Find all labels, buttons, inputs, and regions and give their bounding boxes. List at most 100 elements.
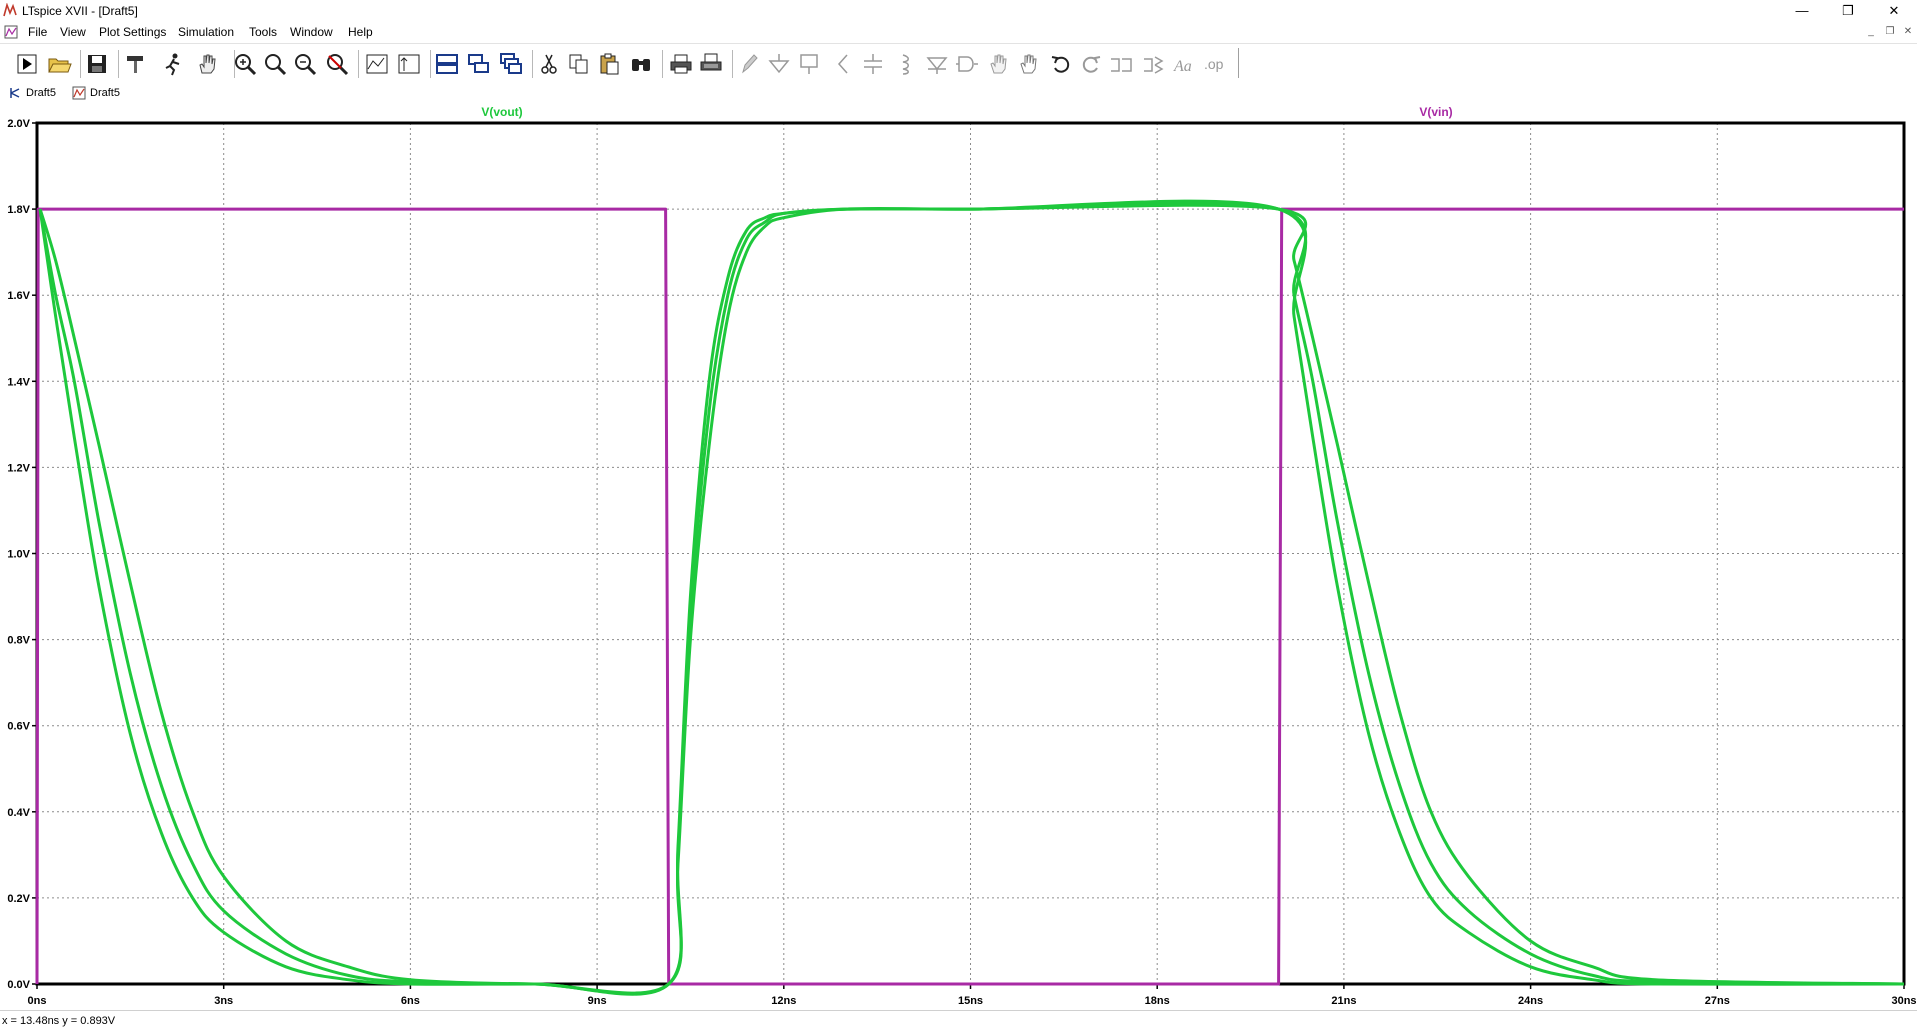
menu-help[interactable]: Help xyxy=(348,25,373,39)
tile-horizontal-button[interactable] xyxy=(434,51,460,77)
menu-window[interactable]: Window xyxy=(290,25,333,39)
menu-simulation[interactable]: Simulation xyxy=(178,25,235,39)
draw-wire-button[interactable] xyxy=(736,51,762,77)
autorange-icon xyxy=(366,54,388,74)
mirror-button[interactable] xyxy=(1140,51,1166,77)
run-button[interactable] xyxy=(14,51,40,77)
x-tick-label: 6ns xyxy=(401,995,420,1007)
scissors-icon xyxy=(541,54,557,74)
zoom-in-icon xyxy=(235,54,257,76)
copy-button[interactable] xyxy=(566,51,592,77)
minimize-button[interactable]: — xyxy=(1795,3,1809,18)
zoom-cancel-button[interactable] xyxy=(324,51,350,77)
autorange-button[interactable] xyxy=(364,51,390,77)
cursor-readout: x = 13.48ns y = 0.893V xyxy=(2,1015,116,1027)
paste-icon xyxy=(600,53,619,75)
x-tick-label: 18ns xyxy=(1145,995,1170,1007)
redo-button[interactable] xyxy=(1078,51,1104,77)
document-tabs: Draft5 Draft5 xyxy=(0,82,1917,104)
paste-button[interactable] xyxy=(596,51,622,77)
x-tick-label: 3ns xyxy=(214,995,233,1007)
document-menu-icon[interactable] xyxy=(4,25,18,39)
tab-schematic-label: Draft5 xyxy=(26,87,56,99)
tile-vertical-icon xyxy=(468,54,489,73)
maximize-button[interactable]: ❐ xyxy=(1842,3,1854,18)
schematic-icon xyxy=(10,88,20,99)
toolbar-separator xyxy=(80,50,81,78)
autorange-y-button[interactable] xyxy=(396,51,422,77)
mirror-icon xyxy=(1144,56,1164,74)
undo-button[interactable] xyxy=(1048,51,1074,77)
ltspice-logo-icon xyxy=(3,3,17,17)
printer-icon xyxy=(670,54,692,74)
y-tick-label: 0.4V xyxy=(7,807,30,819)
mdi-minimize-button[interactable]: _ xyxy=(1868,26,1874,37)
component-icon xyxy=(956,56,978,72)
pencil-icon xyxy=(742,54,758,74)
hand-icon xyxy=(199,54,216,74)
text-icon: Aa xyxy=(1173,58,1192,75)
folder-open-icon xyxy=(48,58,72,73)
zoom-extents-icon xyxy=(265,54,287,76)
halt-button[interactable] xyxy=(160,51,186,77)
toolbar-separator xyxy=(234,50,235,78)
zoom-in-button[interactable] xyxy=(232,51,258,77)
toolbar-separator xyxy=(118,50,119,78)
grid xyxy=(37,123,1904,984)
find-button[interactable] xyxy=(628,51,654,77)
waveform-chart[interactable]: 0ns 3ns 6ns 9ns 12ns 15ns 18ns 21ns 24ns 27ns 30ns… xyxy=(0,104,1917,1010)
axes xyxy=(32,121,1906,989)
zoom-out-button[interactable] xyxy=(292,51,318,77)
text-button[interactable]: Aa xyxy=(1172,51,1198,77)
series-line-vout-3 xyxy=(38,203,1905,995)
open-button[interactable] xyxy=(46,51,72,77)
move-button[interactable] xyxy=(986,51,1012,77)
drag-hand-icon xyxy=(1020,54,1037,74)
rotate-button[interactable] xyxy=(1108,51,1134,77)
resistor-button[interactable] xyxy=(830,51,856,77)
run-icon xyxy=(17,54,37,74)
menu-tools[interactable]: Tools xyxy=(249,25,278,39)
x-tick-label: 27ns xyxy=(1705,995,1730,1007)
x-tick-label: 0ns xyxy=(28,995,47,1007)
cascade-icon xyxy=(500,53,522,74)
spice-directive-button[interactable]: .op xyxy=(1202,51,1228,77)
menu-file[interactable]: File xyxy=(28,25,48,39)
menu-plot-settings[interactable]: Plot Settings xyxy=(99,25,167,39)
save-button[interactable] xyxy=(84,51,110,77)
pan-button[interactable] xyxy=(194,51,220,77)
tab-schematic[interactable]: Draft5 xyxy=(8,84,56,102)
capacitor-button[interactable] xyxy=(860,51,886,77)
control-panel-button[interactable] xyxy=(122,51,148,77)
print-button[interactable] xyxy=(668,51,694,77)
copy-icon xyxy=(569,54,588,74)
label-net-button[interactable] xyxy=(796,51,822,77)
menu-view[interactable]: View xyxy=(60,25,86,39)
cut-button[interactable] xyxy=(536,51,562,77)
mdi-restore-button[interactable]: ❐ xyxy=(1885,26,1895,37)
mdi-close-button[interactable]: ✕ xyxy=(1903,26,1913,37)
inductor-button[interactable] xyxy=(892,51,918,77)
print-preview-button[interactable] xyxy=(698,51,724,77)
ground-button[interactable] xyxy=(766,51,792,77)
title-bar: LTspice XVII - [Draft5] — ❐ ✕ xyxy=(0,0,1917,22)
cascade-button[interactable] xyxy=(498,51,524,77)
tile-vertical-button[interactable] xyxy=(466,51,492,77)
component-button[interactable] xyxy=(954,51,980,77)
zoom-out-icon xyxy=(295,54,317,76)
tab-waveform[interactable]: Draft5 xyxy=(72,84,120,102)
close-button[interactable]: ✕ xyxy=(1888,3,1900,18)
zoom-extents-button[interactable] xyxy=(262,51,288,77)
status-bar: x = 13.48ns y = 0.893V xyxy=(0,1010,1917,1032)
toolbar: Aa .op xyxy=(0,43,1917,83)
y-tick-label: 0.0V xyxy=(7,979,30,991)
svg-text:.op: .op xyxy=(1204,56,1224,72)
diode-button[interactable] xyxy=(924,51,950,77)
capacitor-icon xyxy=(864,54,882,74)
waveform-plot-pane[interactable]: 0ns 3ns 6ns 9ns 12ns 15ns 18ns 21ns 24ns 27ns 30ns… xyxy=(0,104,1917,1010)
resistor-icon xyxy=(837,54,848,74)
drag-button[interactable] xyxy=(1016,51,1042,77)
tab-waveform-label: Draft5 xyxy=(90,87,120,99)
binoculars-icon xyxy=(632,59,650,71)
y-tick-label: 1.8V xyxy=(7,204,30,216)
